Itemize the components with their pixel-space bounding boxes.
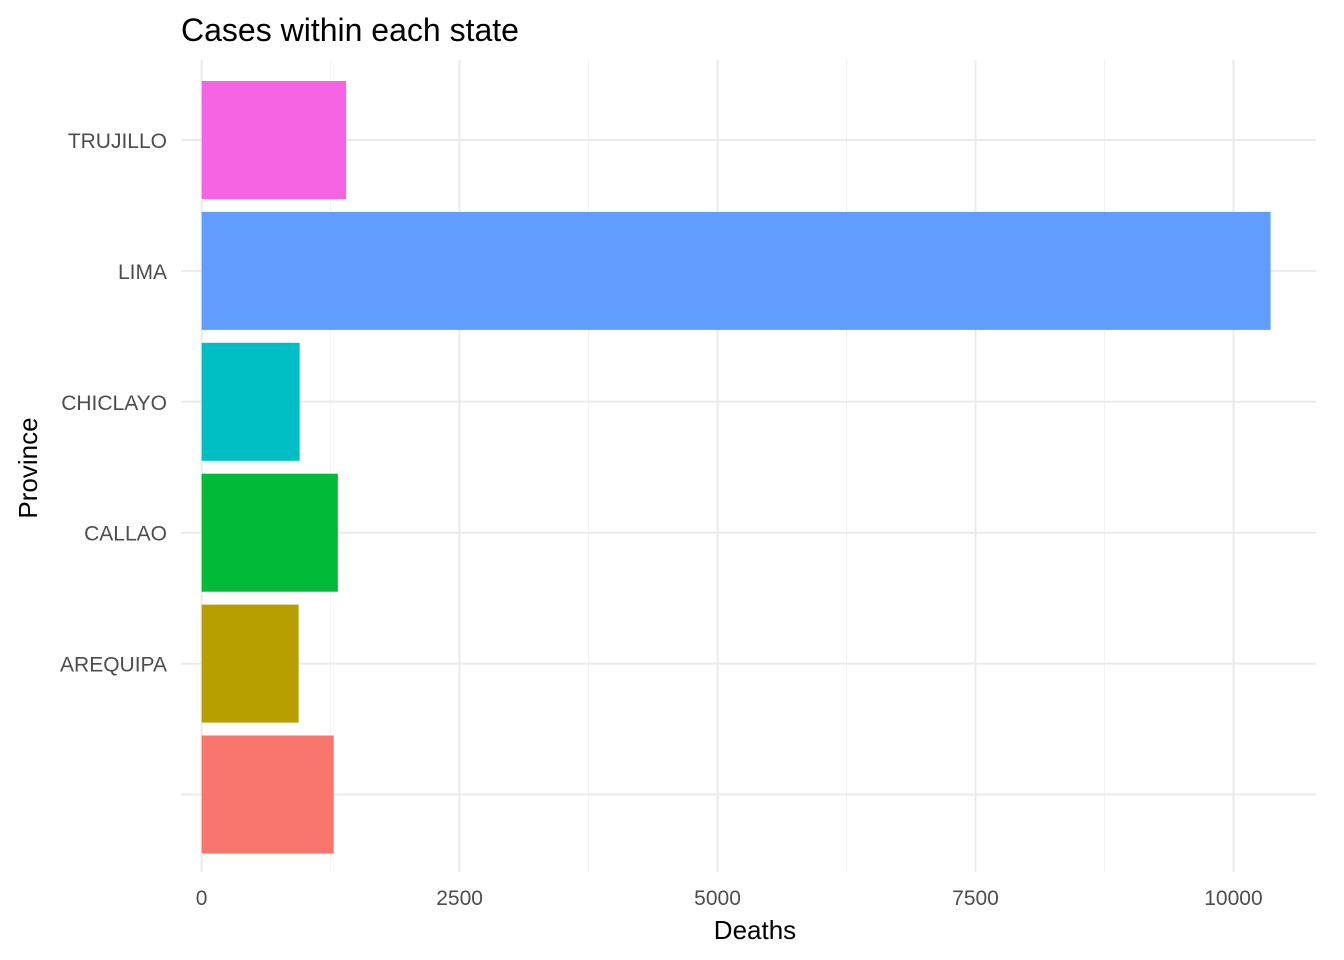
bar-arequipa: [201, 604, 299, 723]
x-tick-label: 0: [196, 887, 208, 910]
y-tick-label: LIMA: [118, 261, 167, 284]
x-tick-label: 7500: [952, 887, 999, 910]
y-tick-label: CALLAO: [84, 523, 167, 546]
bars: [201, 81, 1271, 854]
bar-unlabeled: [201, 735, 334, 854]
y-tick-label: CHICLAYO: [61, 392, 167, 415]
x-axis-tick-labels: 0 2500 5000 7500 10000: [196, 887, 1263, 910]
chart-title: Cases within each state: [181, 12, 519, 48]
y-tick-label: TRUJILLO: [68, 130, 167, 153]
bar-lima: [201, 211, 1271, 330]
bar-trujillo: [201, 81, 347, 199]
y-axis-tick-labels: AREQUIPA CALLAO CHICLAYO LIMA TRUJILLO: [60, 130, 167, 677]
grid-lines: [181, 60, 1316, 872]
y-tick-label: AREQUIPA: [60, 654, 167, 677]
bar-chiclayo: [201, 342, 300, 461]
x-tick-label: 2500: [436, 887, 483, 910]
y-axis-title: Province: [13, 417, 43, 518]
x-tick-label: 5000: [694, 887, 741, 910]
bar-callao: [201, 473, 338, 592]
x-tick-label: 10000: [1204, 887, 1262, 910]
x-axis-title: Deaths: [714, 915, 796, 945]
